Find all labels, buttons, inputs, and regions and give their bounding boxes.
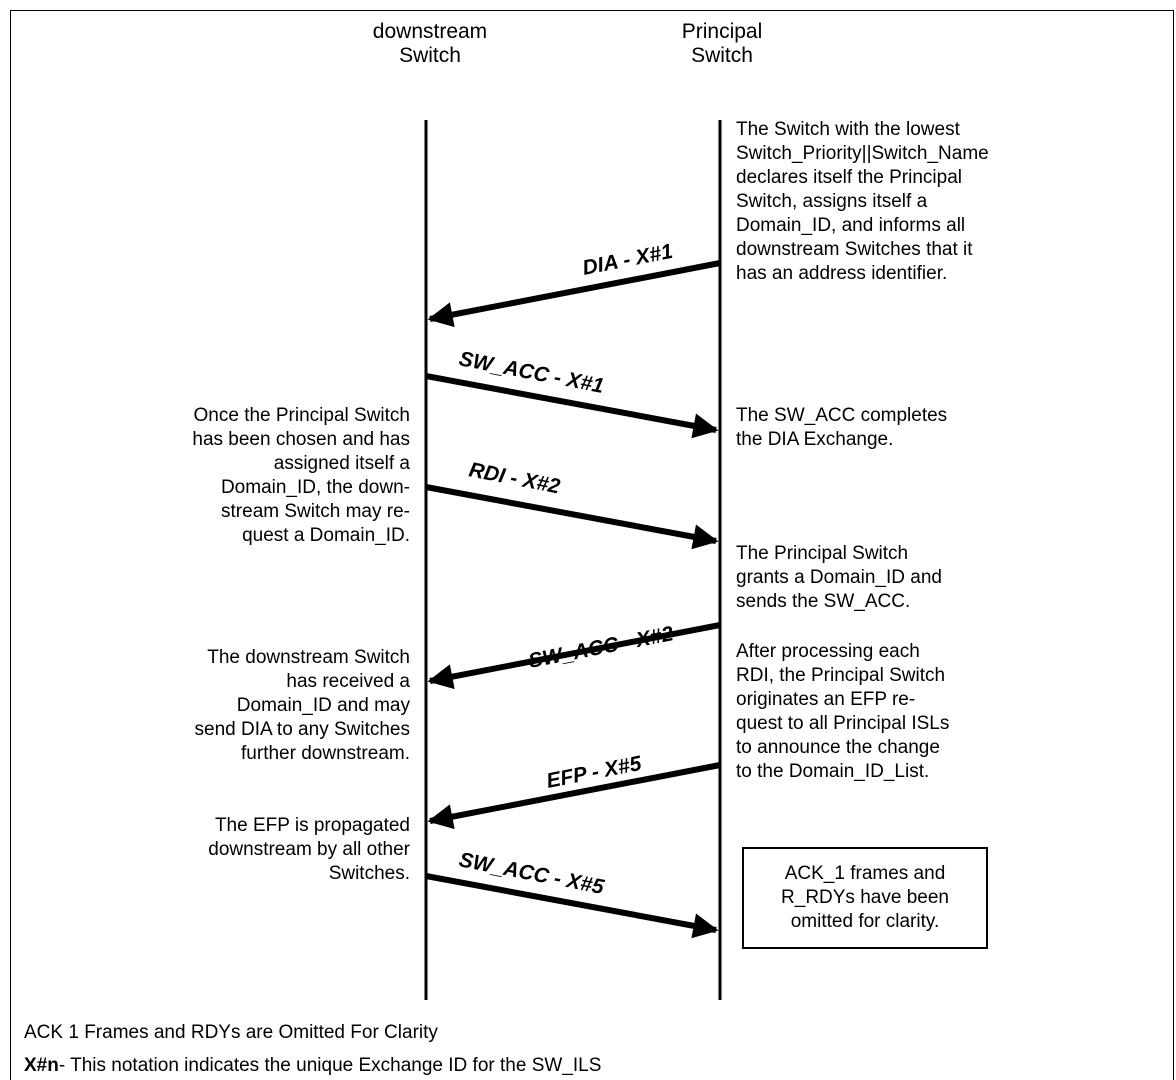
omitted-frames-box: ACK_1 frames and R_RDYs have been omitte…	[742, 847, 988, 949]
note-downstream-request: Once the Principal Switch has been chose…	[70, 404, 410, 548]
note-line: After processing each	[736, 641, 920, 662]
note-line: originates an EFP re-	[736, 689, 916, 710]
footer-omitted-note: ACK 1 Frames and RDYs are Omitted For Cl…	[24, 1022, 438, 1043]
note-line: Switch_Priority||Switch_Name	[736, 143, 989, 164]
lane-title-line: Switch	[691, 44, 753, 67]
note-line: downstream by all other	[208, 839, 410, 860]
message-arrow-efp-x5	[427, 762, 721, 830]
note-line: send DIA to any Switches	[194, 719, 410, 740]
note-line: stream Switch may re-	[221, 501, 410, 522]
note-line: assigned itself a	[273, 453, 410, 474]
message-label-rdi-x2: RDI - X#2	[467, 458, 562, 498]
notation-description: - This notation indicates the unique Exc…	[58, 1055, 602, 1076]
message-label-sw-acc-x2: SW_ACC - X#2	[527, 622, 676, 673]
note-principal-grants: The Principal Switch grants a Domain_ID …	[736, 542, 1056, 614]
note-efp-origination: After processing each RDI, the Principal…	[736, 640, 1056, 784]
note-line: has been chosen and has	[192, 429, 410, 450]
note-line: sends the SW_ACC.	[736, 591, 911, 612]
message-arrow-rdi-x2	[425, 484, 719, 550]
note-principal-election: The Switch with the lowest Switch_Priori…	[736, 118, 1056, 286]
message-label-sw-acc-x1: SW_ACC - X#1	[457, 347, 606, 398]
message-arrow-dia-x1	[427, 260, 721, 328]
note-line: Domain_ID, and informs all	[736, 215, 966, 236]
note-line: downstream Switches that it	[736, 239, 973, 260]
note-line: further downstream.	[241, 743, 410, 764]
note-line: grants a Domain_ID and	[736, 567, 942, 588]
principal-switch-header: Principal Switch	[622, 20, 822, 68]
note-line: has an address identifier.	[736, 263, 948, 284]
note-line: Domain_ID, the down-	[220, 477, 410, 498]
note-line: quest to all Principal ISLs	[736, 713, 950, 734]
lane-title-line: Principal	[681, 20, 763, 43]
note-line: declares itself the Principal	[736, 167, 962, 188]
box-line: omitted for clarity.	[790, 911, 940, 932]
message-arrow-sw-acc-x5	[425, 873, 719, 939]
lane-title-line: downstream	[372, 20, 488, 43]
box-line: ACK_1 frames and	[784, 863, 946, 884]
note-line: to the Domain_ID_List.	[736, 761, 930, 782]
note-line: has received a	[286, 671, 410, 692]
lane-title-line: Switch	[399, 44, 461, 67]
downstream-switch-header: downstream Switch	[330, 20, 530, 68]
note-efp-propagated: The EFP is propagated downstream by all …	[70, 814, 410, 886]
note-line: RDI, the Principal Switch	[736, 665, 946, 686]
note-line: quest a Domain_ID.	[242, 525, 410, 546]
note-line: The Principal Switch	[736, 543, 909, 564]
footer-notation-note: X#n- This notation indicates the unique …	[24, 1055, 601, 1077]
note-line: The SW_ACC completes	[736, 405, 948, 426]
note-line: Switches.	[328, 863, 410, 884]
box-line: R_RDYs have been	[781, 887, 949, 908]
message-arrow-sw-acc-x2	[427, 622, 721, 690]
diagram-frame	[10, 10, 1174, 1080]
message-arrow-sw-acc-x1	[425, 373, 719, 439]
note-line: Once the Principal Switch	[193, 405, 411, 426]
note-line: Switch, assigns itself a	[736, 191, 928, 212]
note-line: the DIA Exchange.	[736, 429, 894, 450]
message-label-sw-acc-x5: SW_ACC - X#5	[457, 848, 606, 899]
notation-symbol: X#n	[24, 1055, 59, 1076]
note-downstream-received: The downstream Switch has received a Dom…	[70, 646, 410, 766]
note-line: Domain_ID and may	[236, 695, 410, 716]
note-line: The Switch with the lowest	[736, 119, 960, 140]
note-line: The downstream Switch	[207, 647, 410, 668]
note-sw-acc-completes: The SW_ACC completes the DIA Exchange.	[736, 404, 1056, 452]
note-line: to announce the change	[736, 737, 940, 758]
note-line: The EFP is propagated	[214, 815, 410, 836]
